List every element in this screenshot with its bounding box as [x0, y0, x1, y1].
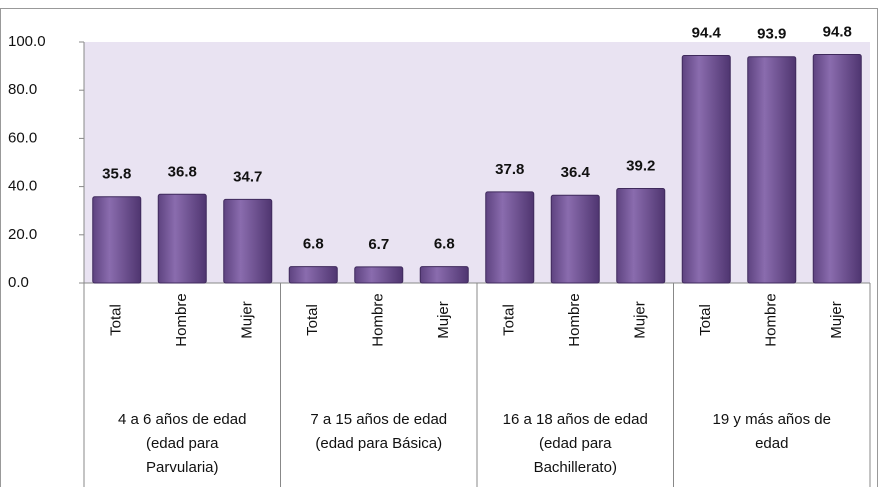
- x-tick-label: Total: [697, 304, 714, 336]
- data-label: 34.7: [233, 168, 262, 185]
- group-label: Parvularia): [146, 459, 219, 476]
- y-tick-label: 40.0: [8, 178, 37, 195]
- bar: [354, 266, 404, 284]
- x-tick-label: Total: [501, 304, 518, 336]
- x-tick-label: Mujer: [239, 301, 256, 339]
- x-tick-label: Hombre: [763, 293, 780, 346]
- data-label: 36.4: [561, 164, 591, 181]
- group-label: Bachillerato): [534, 459, 617, 476]
- x-tick-label: Mujer: [828, 301, 845, 339]
- group-label: 19 y más años de: [713, 411, 831, 428]
- data-label: 94.4: [692, 24, 722, 41]
- x-tick-label: Mujer: [435, 301, 452, 339]
- bar: [550, 194, 600, 284]
- bar: [157, 193, 207, 284]
- y-tick-label: 80.0: [8, 81, 37, 98]
- y-tick-label: 100.0: [8, 33, 46, 50]
- data-label: 39.2: [626, 157, 655, 174]
- group-label: (edad para Básica): [315, 435, 442, 452]
- bar: [288, 266, 338, 284]
- y-tick-label: 0.0: [8, 274, 29, 291]
- data-label: 6.7: [368, 236, 389, 253]
- data-label: 35.8: [102, 166, 131, 183]
- x-tick-label: Total: [108, 304, 125, 336]
- data-label: 6.8: [434, 236, 455, 253]
- bar: [681, 54, 731, 284]
- group-label: 7 a 15 años de edad: [310, 411, 447, 428]
- x-tick-label: Hombre: [370, 293, 387, 346]
- group-label: (edad para: [539, 435, 612, 452]
- data-label: 6.8: [303, 236, 324, 253]
- x-tick-label: Hombre: [566, 293, 583, 346]
- data-label: 37.8: [495, 161, 524, 178]
- data-label: 36.8: [168, 163, 197, 180]
- bar: [92, 196, 142, 284]
- x-tick-label: Hombre: [173, 293, 190, 346]
- bar: [419, 266, 469, 284]
- bar: [223, 198, 273, 284]
- bar: [616, 188, 666, 284]
- group-label: 16 a 18 años de edad: [503, 411, 648, 428]
- bar: [485, 191, 535, 284]
- y-tick-label: 60.0: [8, 129, 37, 146]
- x-tick-label: Total: [304, 304, 321, 336]
- bar: [812, 54, 862, 284]
- bar: [747, 56, 797, 284]
- y-tick-label: 20.0: [8, 226, 37, 243]
- group-label: edad: [755, 435, 788, 452]
- x-tick-label: Mujer: [632, 301, 649, 339]
- data-label: 94.8: [823, 24, 852, 41]
- group-label: 4 a 6 años de edad: [118, 411, 246, 428]
- frame: [0, 8, 878, 487]
- plot-area: [84, 42, 870, 283]
- group-label: (edad para: [146, 435, 219, 452]
- data-label: 93.9: [757, 26, 786, 43]
